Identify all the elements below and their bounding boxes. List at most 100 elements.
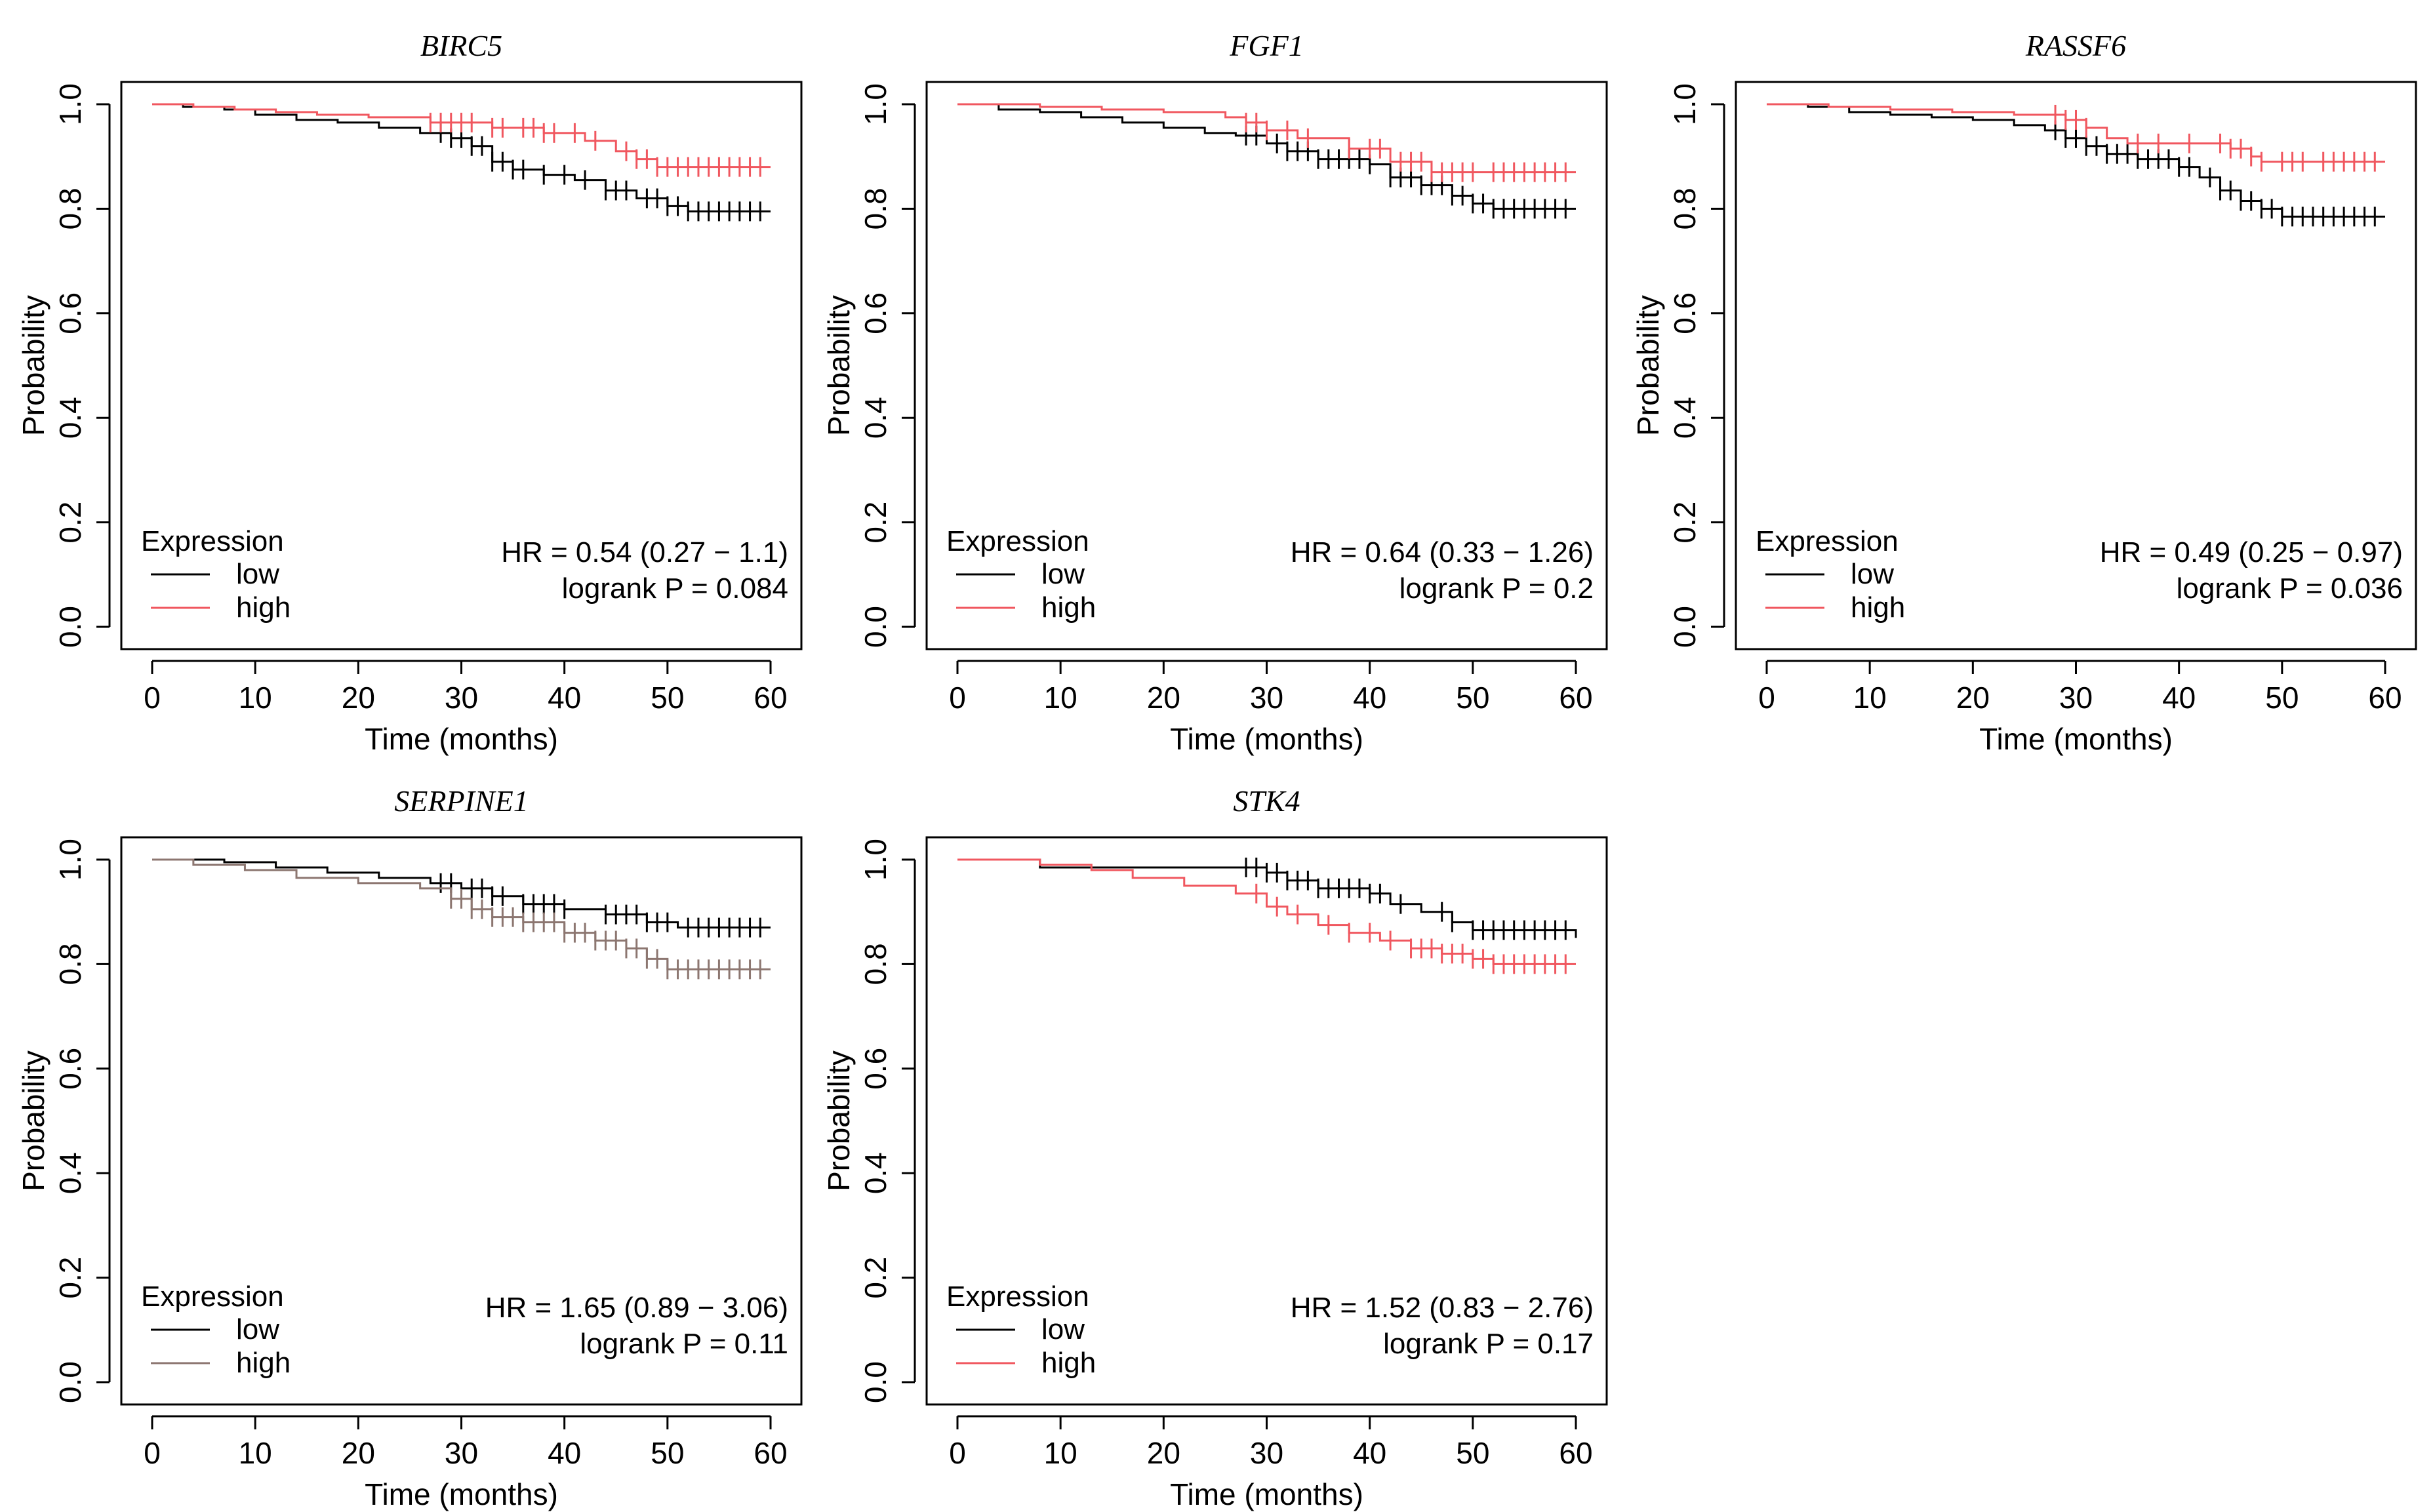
y-tick-label: 0.4 <box>53 1152 87 1194</box>
x-tick-label: 10 <box>1044 681 1077 715</box>
km-series-high <box>1767 103 2385 172</box>
km-series-high <box>957 858 1576 974</box>
km-series-low <box>1767 103 2385 227</box>
x-tick-label: 50 <box>1456 1436 1489 1470</box>
km-curve-high <box>152 858 771 970</box>
km-series-low <box>957 857 1577 940</box>
y-tick-label: 0.8 <box>858 943 893 985</box>
x-tick-label: 20 <box>342 1436 375 1470</box>
chart-title: SERPINE1 <box>394 784 528 818</box>
legend-title: Expression <box>1756 525 1899 557</box>
y-tick-label: 1.0 <box>53 83 87 125</box>
x-tick-label: 60 <box>2368 681 2402 715</box>
legend-label-low: low <box>1041 558 1085 590</box>
y-tick-label: 0.0 <box>53 1361 87 1403</box>
y-tick-label: 0.4 <box>1668 397 1702 439</box>
y-tick-label: 0.2 <box>858 1257 893 1299</box>
x-tick-label: 60 <box>754 681 787 715</box>
legend-title: Expression <box>141 525 284 557</box>
y-tick-label: 0.8 <box>53 943 87 985</box>
y-tick-label: 1.0 <box>858 839 893 881</box>
km-series-low <box>152 858 771 938</box>
x-tick-label: 60 <box>1559 1436 1592 1470</box>
y-axis-label: Probability <box>1631 295 1665 436</box>
x-axis-label: Time (months) <box>1170 1477 1363 1511</box>
x-tick-label: 20 <box>1956 681 1990 715</box>
y-tick-label: 0.6 <box>53 292 87 334</box>
km-curve-high <box>957 858 1576 965</box>
plot-frame <box>120 81 803 650</box>
x-tick-label: 10 <box>239 1436 272 1470</box>
y-tick-label: 0.6 <box>53 1048 87 1090</box>
x-tick-label: 50 <box>651 1436 684 1470</box>
plot-frame <box>120 836 803 1406</box>
y-tick-label: 0.8 <box>1668 188 1702 229</box>
hazard-ratio-text: HR = 0.64 (0.33 − 1.26) <box>1291 536 1594 568</box>
logrank-p-text: logrank P = 0.2 <box>1399 572 1594 605</box>
y-tick-label: 0.2 <box>53 1257 87 1299</box>
x-tick-label: 0 <box>144 1436 161 1470</box>
y-tick-label: 1.0 <box>858 83 893 125</box>
plot-frame <box>925 81 1608 650</box>
x-tick-label: 50 <box>2265 681 2299 715</box>
km-series-high <box>957 103 1576 182</box>
x-tick-label: 30 <box>1250 681 1283 715</box>
x-axis-label: Time (months) <box>365 722 558 756</box>
legend-label-low: low <box>236 1313 279 1345</box>
y-tick-label: 0.6 <box>858 292 893 334</box>
y-axis-label: Probability <box>16 1050 50 1191</box>
x-tick-label: 50 <box>651 681 684 715</box>
chart-title: BIRC5 <box>420 29 502 62</box>
y-tick-label: 0.6 <box>1668 292 1702 334</box>
x-tick-label: 30 <box>445 681 478 715</box>
chart-title: RASSF6 <box>2025 29 2126 62</box>
hazard-ratio-text: HR = 0.54 (0.27 − 1.1) <box>501 536 788 568</box>
km-panel-stk4: STK4 0 10 20 30 40 50 60 Time (months) 0.0 0.2 0.4 0… <box>822 784 1608 1511</box>
y-tick-label: 0.2 <box>1668 502 1702 544</box>
y-tick-label: 0.8 <box>858 188 893 229</box>
chart-title: FGF1 <box>1229 29 1303 62</box>
y-tick-label: 0.6 <box>858 1048 893 1090</box>
x-tick-label: 0 <box>949 1436 966 1470</box>
hazard-ratio-text: HR = 1.52 (0.83 − 2.76) <box>1291 1292 1594 1324</box>
x-tick-label: 20 <box>1147 1436 1180 1470</box>
y-tick-label: 0.2 <box>858 502 893 544</box>
km-curve-low <box>152 858 771 929</box>
y-tick-label: 0.0 <box>858 1361 893 1403</box>
legend-label-high: high <box>236 591 291 624</box>
y-tick-label: 0.8 <box>53 188 87 229</box>
legend-label-low: low <box>1041 1313 1085 1345</box>
y-tick-label: 0.4 <box>858 1152 893 1194</box>
x-tick-label: 10 <box>1044 1436 1077 1470</box>
x-tick-label: 40 <box>548 681 581 715</box>
x-tick-label: 40 <box>2162 681 2196 715</box>
legend-label-high: high <box>1041 1347 1096 1379</box>
y-tick-label: 1.0 <box>1668 83 1702 125</box>
legend-label-low: low <box>236 558 279 590</box>
y-tick-label: 0.0 <box>1668 606 1702 648</box>
legend-label-high: high <box>1041 591 1096 624</box>
km-panel-fgf1: FGF1 0 10 20 30 40 50 60 Time (months) 0.0 0.2 0.4 0… <box>822 29 1608 756</box>
x-tick-label: 40 <box>548 1436 581 1470</box>
x-axis-label: Time (months) <box>365 1477 558 1511</box>
x-tick-label: 0 <box>144 681 161 715</box>
hazard-ratio-text: HR = 1.65 (0.89 − 3.06) <box>485 1292 788 1324</box>
y-tick-label: 0.2 <box>53 502 87 544</box>
x-axis-label: Time (months) <box>1170 722 1363 756</box>
plot-frame <box>925 836 1608 1406</box>
x-tick-label: 20 <box>342 681 375 715</box>
km-panel-birc5: BIRC5 0 10 20 30 40 50 60 Time (months) 0.0 0.2 0.4… <box>16 29 803 756</box>
km-series-high <box>152 858 771 980</box>
x-tick-label: 60 <box>754 1436 787 1470</box>
km-panel-rassf6: RASSF6 0 10 20 30 40 50 60 Time (months) 0.0 0.2 0.… <box>1631 29 2417 756</box>
hazard-ratio-text: HR = 0.49 (0.25 − 0.97) <box>2100 536 2403 568</box>
legend-title: Expression <box>141 1281 284 1313</box>
chart-title: STK4 <box>1233 784 1300 818</box>
y-axis-label: Probability <box>16 295 50 436</box>
x-tick-label: 30 <box>2059 681 2093 715</box>
legend-label-high: high <box>236 1347 291 1379</box>
y-tick-label: 1.0 <box>53 839 87 881</box>
km-series-high <box>152 103 771 177</box>
logrank-p-text: logrank P = 0.17 <box>1383 1328 1594 1360</box>
